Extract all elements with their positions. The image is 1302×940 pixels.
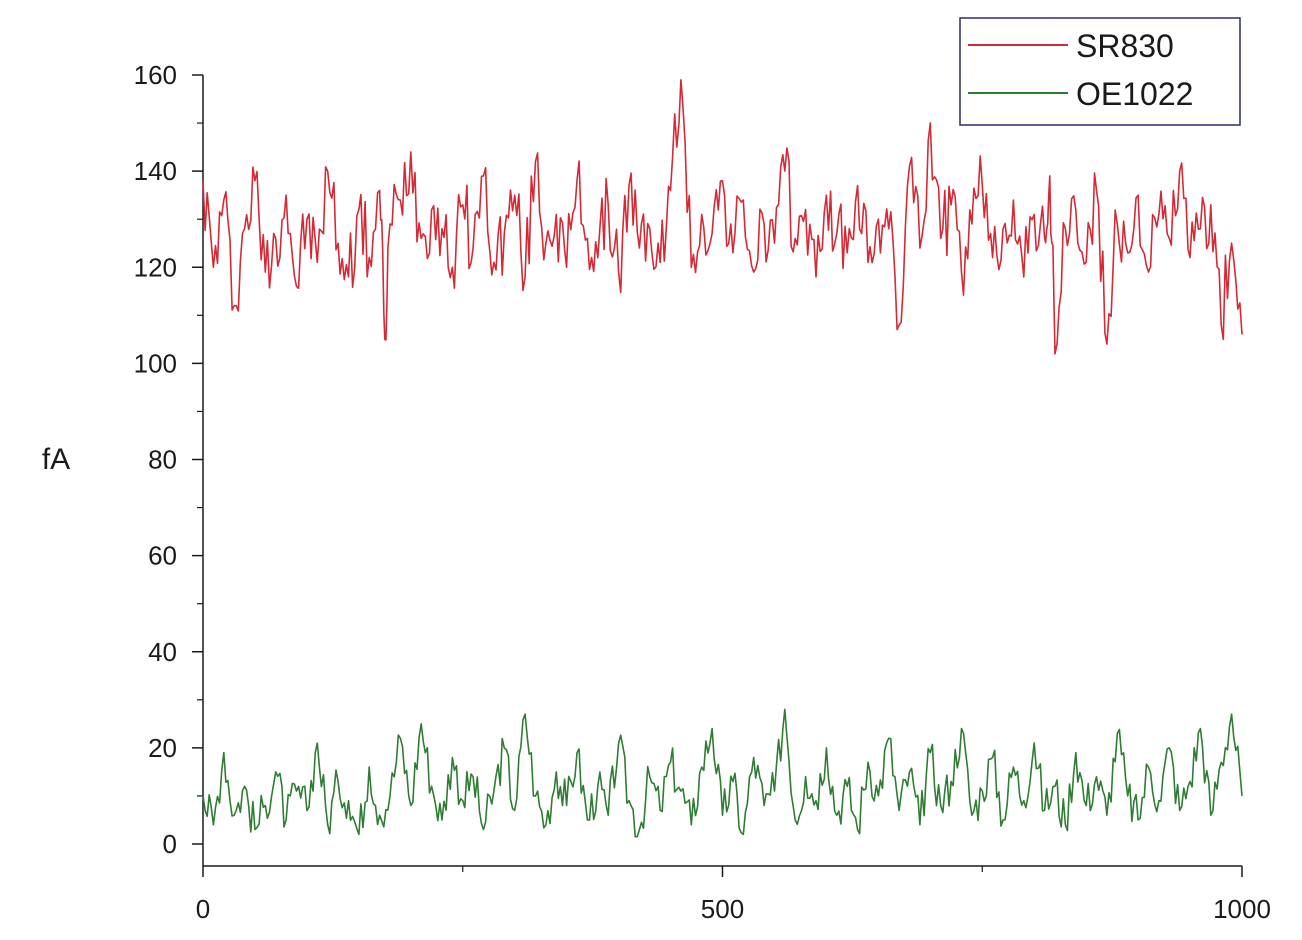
y-tick-label: 60 bbox=[148, 541, 177, 571]
series-line-sr830 bbox=[202, 79, 1243, 355]
y-tick-label: 100 bbox=[134, 348, 177, 378]
x-tick-label: 0 bbox=[196, 894, 210, 924]
legend: SR830 OE1022 bbox=[959, 17, 1241, 126]
series-layer bbox=[202, 79, 1243, 838]
y-tick-label: 120 bbox=[134, 252, 177, 282]
y-tick-label: 140 bbox=[134, 156, 177, 186]
legend-label-sr830: SR830 bbox=[1076, 28, 1174, 64]
y-tick-label: 20 bbox=[148, 733, 177, 763]
legend-label-oe1022: OE1022 bbox=[1076, 76, 1193, 112]
series-line-oe1022 bbox=[202, 708, 1243, 838]
legend-box bbox=[959, 17, 1241, 126]
x-tick-label: 1000 bbox=[1213, 894, 1271, 924]
y-tick-label: 160 bbox=[134, 60, 177, 90]
y-tick-label: 0 bbox=[163, 829, 177, 859]
x-tick-label: 500 bbox=[701, 894, 744, 924]
y-axis-title: fA bbox=[42, 443, 70, 476]
axes: 0 20 40 60 80 100 120 140 160 0 500 1000 bbox=[134, 60, 1271, 924]
y-tick-label: 80 bbox=[148, 445, 177, 475]
y-tick-label: 40 bbox=[148, 637, 177, 667]
